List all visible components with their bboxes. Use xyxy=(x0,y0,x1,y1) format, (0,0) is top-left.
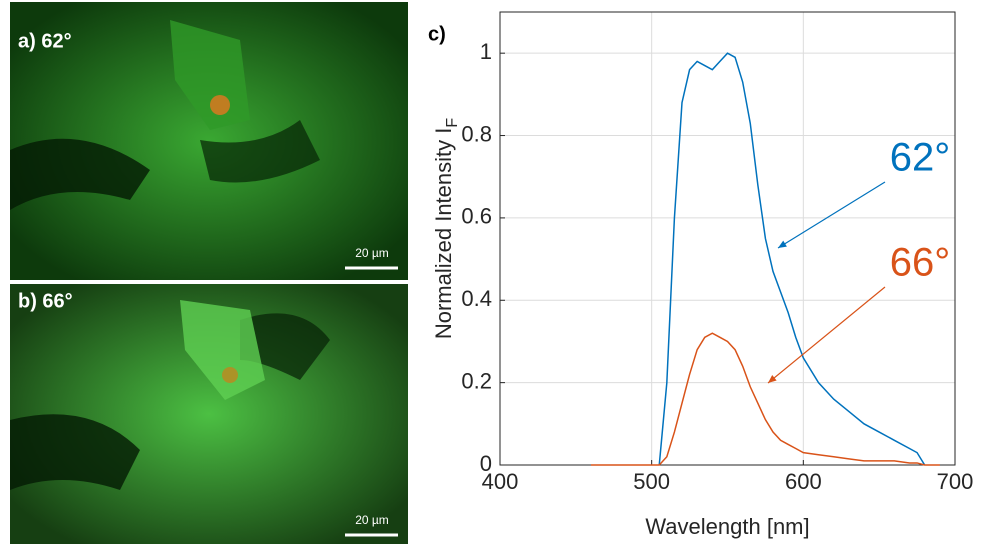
panel-label: b) 66° xyxy=(18,290,73,312)
y-tick-label: 0.2 xyxy=(461,368,492,393)
x-tick-label: 700 xyxy=(937,469,974,494)
series-annotation: 62° xyxy=(890,136,951,180)
arrow-head xyxy=(778,240,787,248)
scale-bar: 20 µm xyxy=(355,246,389,260)
series-line xyxy=(591,332,940,466)
y-axis-label-subscript: F xyxy=(444,118,461,128)
x-axis-label: Wavelength [nm] xyxy=(645,514,809,539)
series-annotation: 66° xyxy=(890,241,951,285)
annotation-arrow xyxy=(767,286,886,384)
image-a: a) 62° 20 µm xyxy=(10,2,408,280)
series-line xyxy=(658,52,926,466)
arrow-head xyxy=(768,375,777,383)
panel-label: a) 62° xyxy=(18,30,72,52)
x-tick-label: 600 xyxy=(785,469,822,494)
y-tick-label: 1 xyxy=(480,39,492,64)
y-axis-label-text: Normalized Intensity I xyxy=(431,128,456,340)
panel-label: c) xyxy=(428,23,446,45)
y-tick-label: 0.8 xyxy=(461,121,492,146)
y-axis-label: Normalized Intensity IF xyxy=(431,118,461,340)
x-tick-label: 400 xyxy=(482,469,519,494)
scale-bar: 20 µm xyxy=(355,513,389,527)
image-b: b) 66° 20 µm xyxy=(10,284,408,544)
y-tick-label: 0.4 xyxy=(461,286,492,311)
axes-box xyxy=(499,11,956,466)
y-tick-label: 0.6 xyxy=(461,204,492,229)
x-tick-label: 500 xyxy=(633,469,670,494)
plot-area xyxy=(500,12,955,465)
y-tick-label: 0 xyxy=(480,451,492,476)
annotation-arrow xyxy=(777,181,886,249)
